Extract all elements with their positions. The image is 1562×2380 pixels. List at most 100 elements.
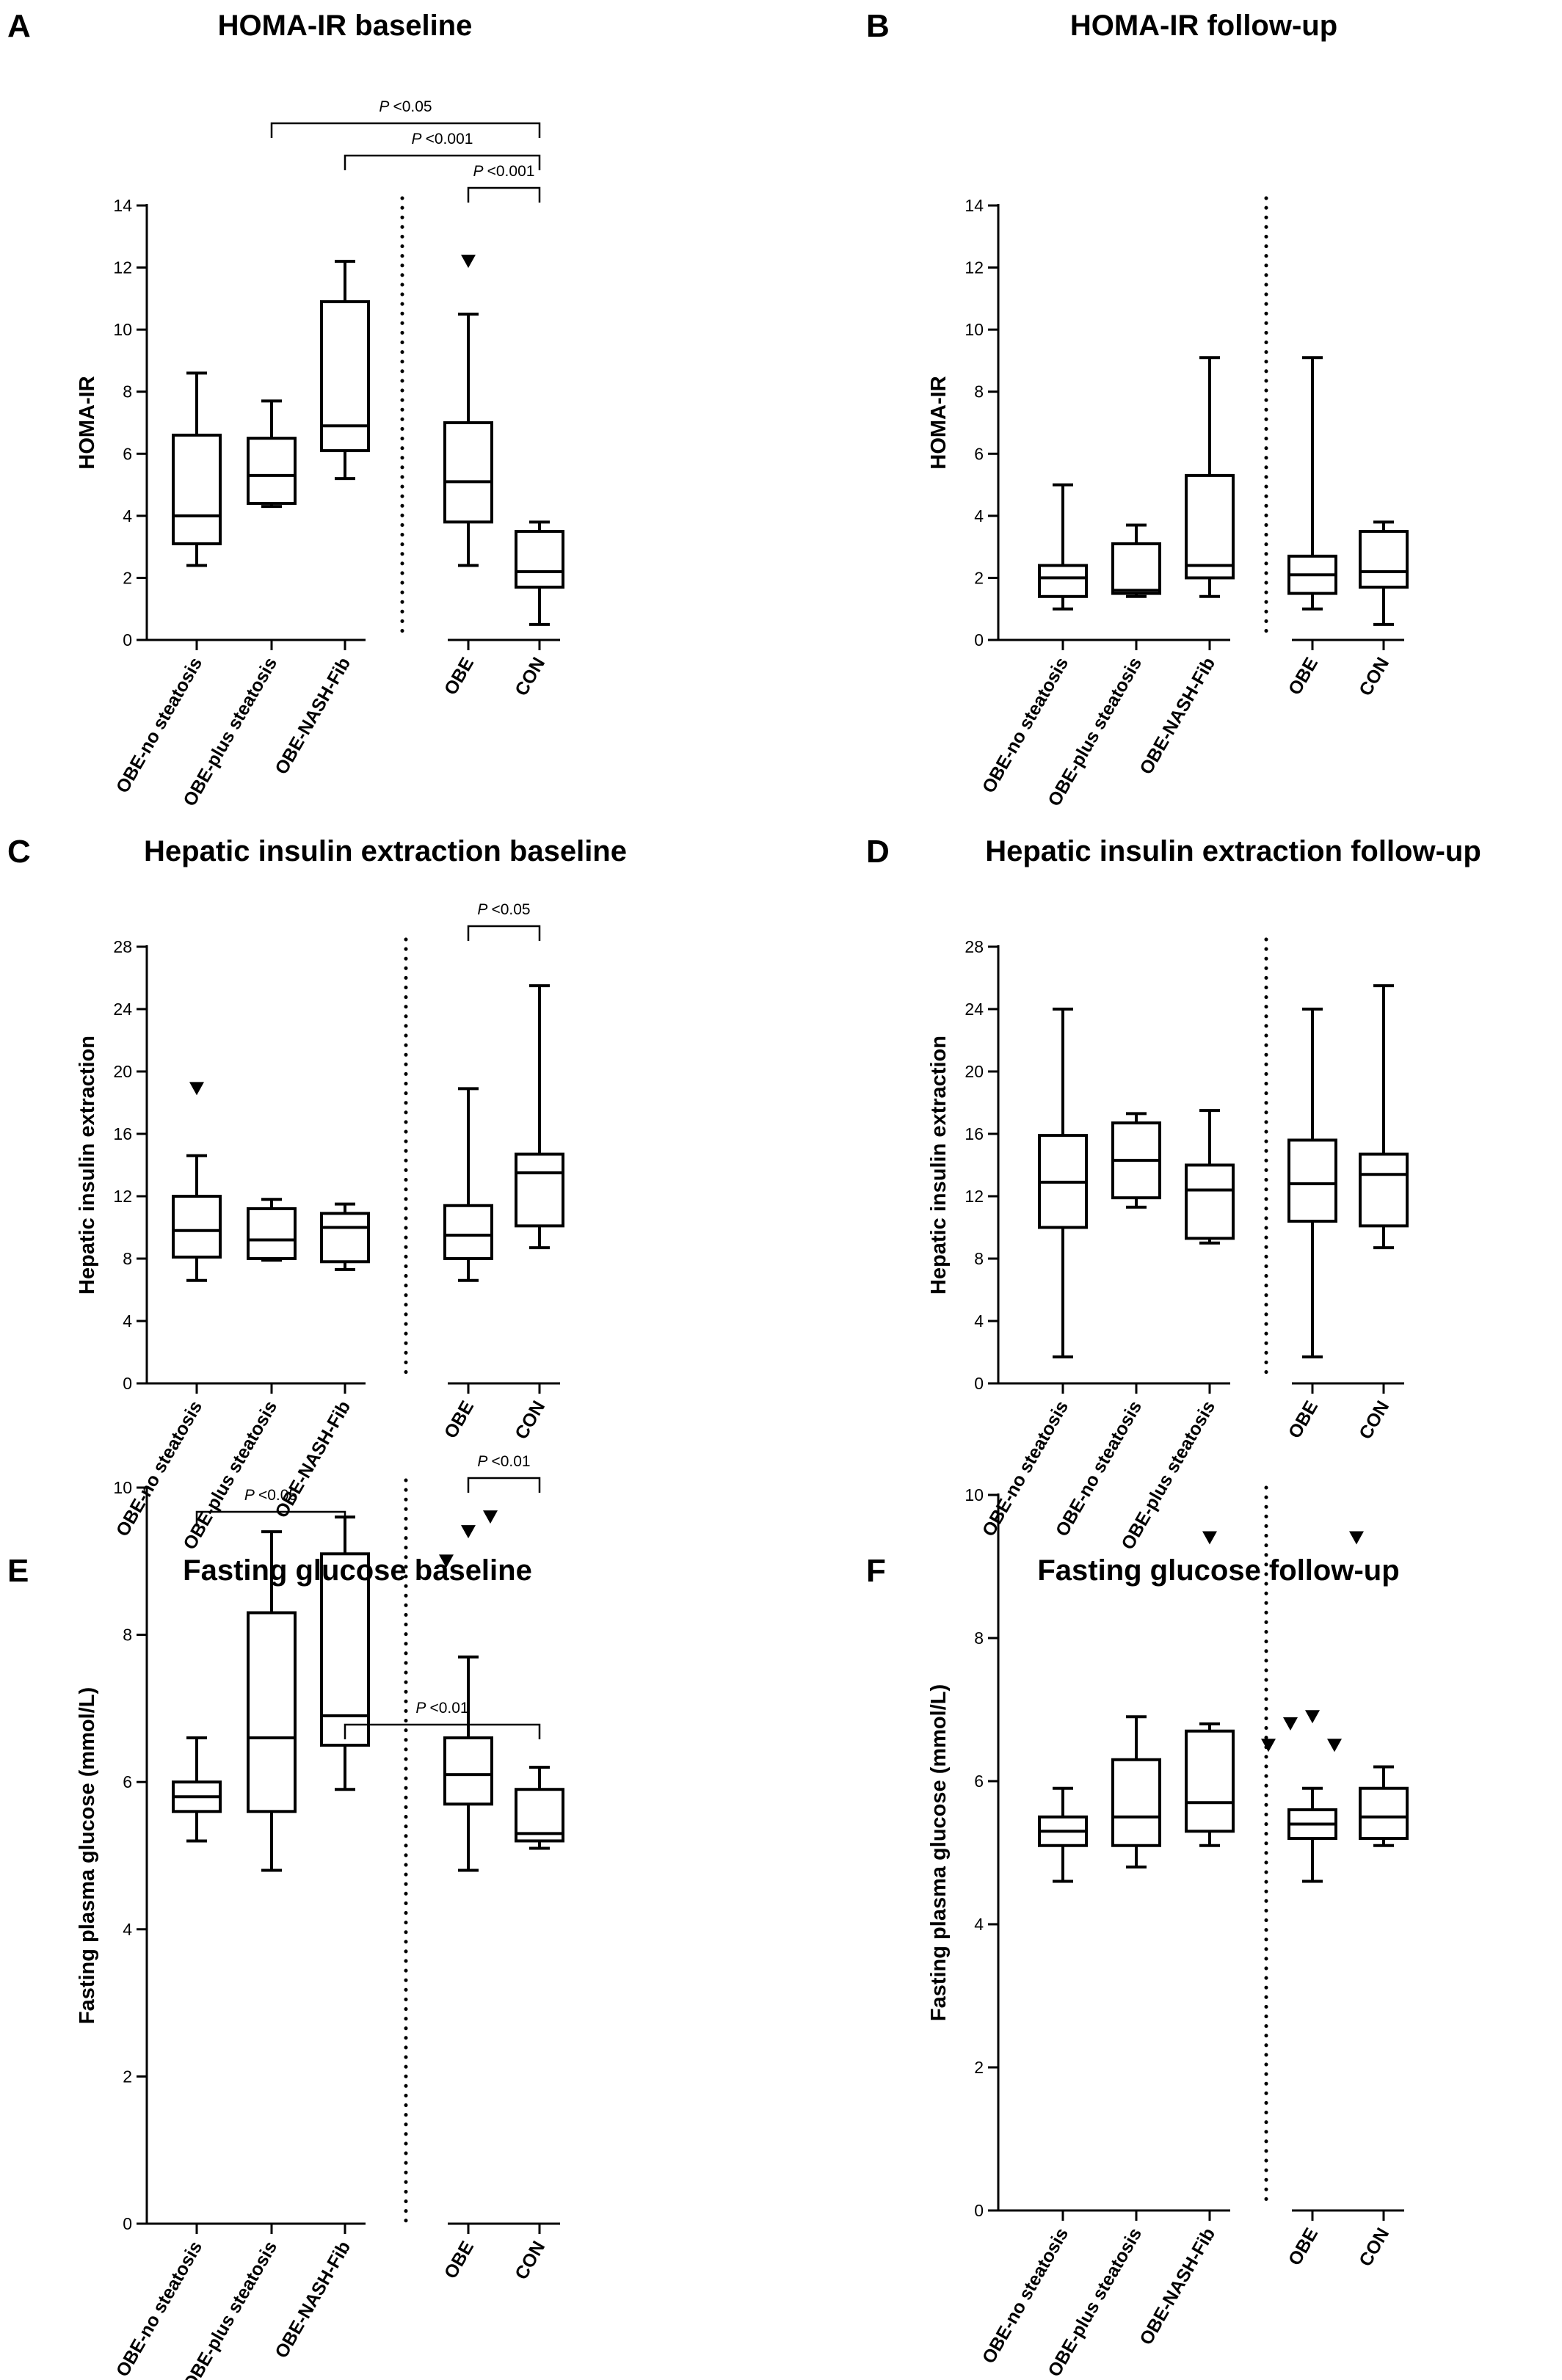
y-tick-label: 8 (123, 1626, 132, 1645)
y-tick-label: 6 (974, 444, 984, 463)
x-tick-label: OBE (1285, 654, 1322, 699)
box-4 (515, 1766, 564, 1850)
y-tick-label: 6 (974, 1772, 984, 1791)
box-3 (443, 1087, 493, 1282)
x-tick-label: OBE (1285, 2224, 1322, 2269)
box-iqr (320, 1212, 370, 1264)
box-iqr (515, 1152, 564, 1228)
box-3 (1261, 1531, 1364, 1883)
p-value-label: P <0.01 (477, 1453, 530, 1470)
box-iqr (247, 437, 297, 505)
outlier-point (439, 1554, 454, 1568)
panel-title: Hepatic insulin extraction follow-up (985, 835, 1481, 867)
y-tick-label: 4 (123, 506, 132, 525)
y-tick-label: 4 (974, 506, 984, 525)
y-axis-label: Fasting plasma glucose (mmol/L) (76, 1687, 99, 2024)
box-1 (1111, 1715, 1161, 1868)
box-3 (443, 255, 493, 567)
y-tick-label: 4 (123, 1311, 132, 1331)
outlier-point (1349, 1531, 1364, 1545)
y-tick-label: 0 (123, 630, 132, 649)
bracket-line (467, 186, 541, 203)
y-tick-label: 8 (974, 1628, 984, 1648)
y-tick-label: 0 (974, 630, 984, 649)
box-2 (320, 1202, 370, 1271)
y-tick-label: 10 (965, 1485, 984, 1504)
box-iqr (443, 1204, 493, 1260)
box-4 (1359, 1765, 1409, 1847)
box-1 (247, 1530, 297, 1872)
outlier-point (483, 1510, 498, 1524)
panel-letter: F (866, 1553, 886, 1589)
panel-title: Fasting glucose follow-up (1037, 1554, 1399, 1587)
box-2 (1185, 356, 1235, 598)
outlier-point (1305, 1710, 1320, 1724)
x-tick-label: OBE-no steatosis (112, 1397, 206, 1540)
panel-letter: D (866, 834, 890, 870)
box-iqr (1038, 564, 1088, 598)
x-tick-label: CON (1355, 2224, 1393, 2270)
box-1 (247, 399, 297, 509)
y-tick-label: 12 (965, 1187, 984, 1206)
p-value-label: P <0.01 (415, 1700, 468, 1717)
y-tick-label: 12 (113, 258, 132, 277)
box-iqr (320, 1552, 370, 1747)
significance-bracket: P <0.01 (467, 1453, 541, 1493)
box-iqr (247, 1207, 297, 1260)
y-tick-label: 16 (965, 1124, 984, 1143)
x-tick-label: CON (1355, 1397, 1393, 1443)
panel-letter: C (7, 834, 31, 870)
y-tick-label: 6 (123, 444, 132, 463)
y-tick-label: 2 (123, 568, 132, 587)
panel-letter: B (866, 8, 890, 44)
box-1 (1111, 523, 1161, 598)
box-iqr (1359, 530, 1409, 589)
box-0 (1038, 483, 1088, 611)
y-tick-label: 10 (113, 1478, 132, 1497)
y-tick-label: 0 (974, 1374, 984, 1393)
p-value-label: P <0.001 (412, 131, 473, 148)
box-iqr (172, 433, 222, 545)
outlier-point (1261, 1739, 1276, 1753)
y-tick-label: 0 (123, 1374, 132, 1393)
y-tick-label: 24 (113, 1000, 132, 1019)
p-value-label: P <0.001 (473, 163, 535, 180)
significance-bracket: P <0.001 (344, 131, 541, 170)
y-tick-label: 8 (123, 382, 132, 401)
y-tick-label: 4 (123, 1920, 132, 1939)
x-tick-label: OBE (440, 2238, 478, 2282)
box-iqr (1185, 1729, 1235, 1833)
outlier-point (1327, 1739, 1342, 1753)
y-axis-label: Fasting plasma glucose (mmol/L) (927, 1684, 951, 2021)
bracket-line (344, 154, 541, 170)
box-iqr (172, 1195, 222, 1259)
panel-title: Fasting glucose baseline (183, 1554, 532, 1587)
bracket-line (344, 1723, 541, 1739)
y-tick-label: 12 (113, 1187, 132, 1206)
y-tick-label: 10 (965, 320, 984, 339)
box-2 (1185, 1109, 1235, 1245)
significance-bracket: P <0.05 (270, 98, 541, 138)
y-tick-label: 28 (965, 937, 984, 956)
x-tick-label: OBE (1285, 1397, 1322, 1442)
panel-title: Hepatic insulin extraction baseline (144, 835, 627, 867)
x-tick-label: OBE-NASH-Fib (1136, 654, 1219, 778)
box-0 (1038, 1008, 1088, 1358)
p-value-label: P <0.05 (379, 98, 432, 115)
y-tick-label: 28 (113, 937, 132, 956)
x-tick-label: OBE-NASH-Fib (1136, 2224, 1219, 2348)
box-1 (247, 1198, 297, 1262)
x-tick-label: OBE-NASH-Fib (271, 654, 355, 778)
box-4 (515, 520, 564, 626)
box-iqr (443, 421, 493, 524)
box-0 (172, 1082, 222, 1282)
outlier-point (189, 1082, 204, 1096)
bracket-line (467, 1477, 541, 1493)
box-iqr (1185, 473, 1235, 580)
x-tick-label: CON (511, 1397, 549, 1443)
p-value-label: P <0.05 (244, 1487, 297, 1504)
y-tick-label: 24 (965, 1000, 984, 1019)
box-iqr (1359, 1786, 1409, 1840)
bracket-line (467, 925, 541, 941)
